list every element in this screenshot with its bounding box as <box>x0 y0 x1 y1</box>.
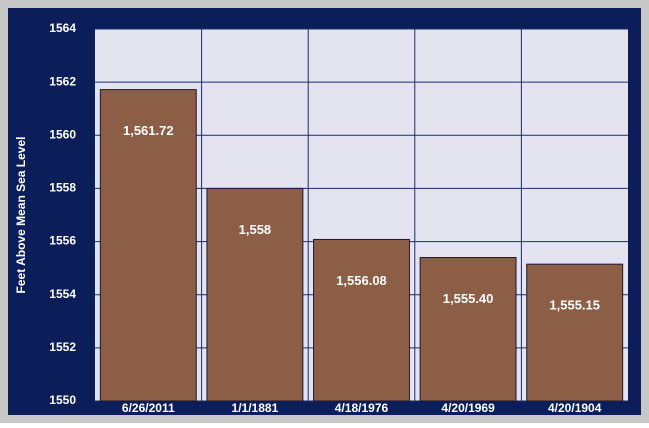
value-label: 1,561.72 <box>123 123 174 138</box>
bar <box>526 263 624 402</box>
x-tick-label: 6/26/2011 <box>122 401 175 415</box>
value-label: 1,558 <box>239 222 272 237</box>
bar <box>419 257 517 402</box>
x-tick-label: 4/20/1969 <box>441 401 495 415</box>
y-tick-label: 1554 <box>49 287 76 301</box>
y-tick-label: 1556 <box>49 234 76 248</box>
x-tick-label: 4/20/1904 <box>548 401 602 415</box>
y-tick-label: 1562 <box>49 74 76 88</box>
value-label: 1,555.40 <box>443 291 494 306</box>
value-label: 1,555.15 <box>549 298 600 313</box>
y-axis-label: Feet Above Mean Sea Level <box>14 137 28 294</box>
x-tick-label: 1/1/1881 <box>232 401 279 415</box>
y-tick-label: 1550 <box>49 393 76 407</box>
bar <box>99 89 197 402</box>
bar <box>313 238 410 402</box>
y-tick-label: 1552 <box>49 340 76 354</box>
bar <box>206 187 304 402</box>
y-tick-label: 1558 <box>49 181 76 195</box>
y-tick-label: 1564 <box>49 21 76 35</box>
x-tick-label: 4/18/1976 <box>335 401 389 415</box>
value-label: 1,556.08 <box>336 273 387 288</box>
y-tick-label: 1560 <box>49 127 76 141</box>
